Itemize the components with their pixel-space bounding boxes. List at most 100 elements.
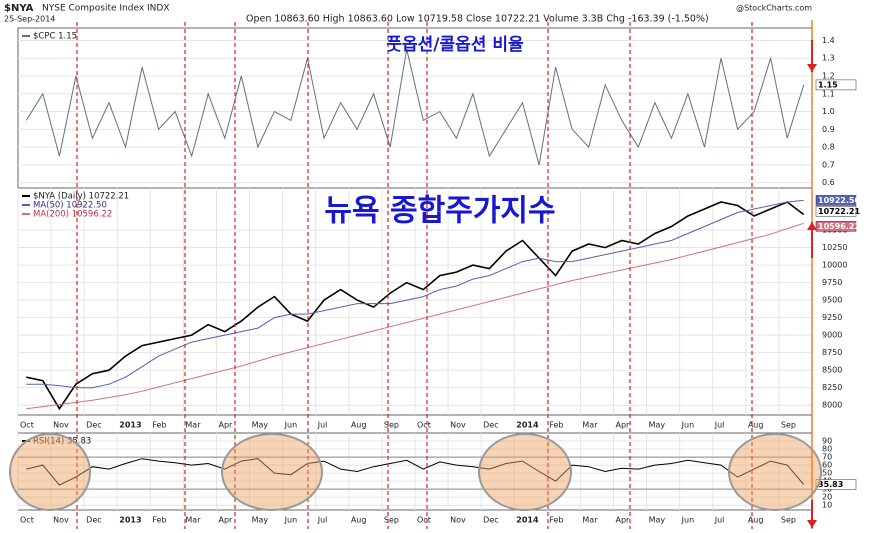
- x-tick-label: 2014: [516, 516, 539, 525]
- y-tick-label: 8000: [822, 401, 842, 410]
- series-line: [26, 458, 805, 486]
- arrow-head: [807, 222, 817, 230]
- x-tick-label: Aug: [748, 516, 764, 525]
- x-tick-label: Feb: [549, 516, 563, 525]
- y-tick-label: 0.6: [822, 178, 835, 187]
- x-tick-label: Jun: [284, 421, 298, 430]
- x-tick-label: Feb: [152, 421, 166, 430]
- legend-entry: MA(50) 10922.50: [33, 201, 107, 211]
- y-tick-label: 60: [822, 461, 832, 470]
- y-tick-label: 70: [822, 453, 832, 462]
- x-tick-label: Dec: [483, 516, 498, 525]
- plots: 0.6 0.7 0.8 0.9 1.0 1.1 1.2 1.3 1.4 $CPC 1.15 1.15…: [17, 27, 860, 525]
- y-tick-label: 90: [822, 437, 832, 446]
- y-tick-label: 8750: [822, 348, 842, 357]
- panel: [17, 27, 813, 189]
- date: 25-Sep-2014: [4, 15, 55, 24]
- x-tick-label: 2013: [119, 516, 141, 525]
- highlight-circle: [728, 433, 822, 511]
- x-tick-label: Oct: [417, 421, 431, 430]
- last-value-label: 10596.22: [818, 222, 860, 231]
- x-tick-label: Mar: [582, 516, 598, 525]
- legend-entry: MA(200) 10596.22: [33, 210, 112, 220]
- x-tick-label: 2014: [516, 421, 539, 430]
- legend-entry: RSI(14) 35.83: [33, 437, 91, 447]
- x-tick-label: Jul: [317, 421, 328, 430]
- last-value-label: 1.15: [818, 80, 838, 89]
- x-tick-label: Aug: [351, 516, 367, 525]
- x-tick-label: Jul: [714, 516, 725, 525]
- y-tick-label: 1.0: [822, 107, 835, 116]
- x-tick-label: Jul: [317, 516, 328, 525]
- x-tick-label: Dec: [483, 421, 498, 430]
- highlight-circle: [9, 433, 91, 511]
- highlight-circle: [221, 433, 323, 511]
- x-tick-label: Apr: [219, 516, 234, 525]
- y-tick-label: 1.4: [822, 36, 835, 45]
- annotation: 뉴욕 종합주가지수: [324, 194, 555, 229]
- x-tick-label: Jun: [681, 421, 695, 430]
- x-tick-label: May: [252, 516, 269, 525]
- y-tick-label: 1.3: [822, 54, 835, 63]
- y-tick-label: 50: [822, 469, 832, 478]
- x-tick-label: 2013: [119, 421, 141, 430]
- x-tick-label: Apr: [616, 421, 631, 430]
- x-tick-label: Sep: [781, 516, 796, 525]
- x-tick-label: Oct: [20, 516, 34, 525]
- highlight-circle: [478, 433, 572, 511]
- legend-entry: $CPC 1.15: [33, 32, 77, 42]
- x-tick-label: Sep: [384, 421, 399, 430]
- series-line: [26, 199, 804, 389]
- last-value-box: [815, 206, 857, 217]
- y-tick-label: 10250: [822, 243, 847, 252]
- y-tick-label: 0.7: [822, 160, 835, 169]
- y-tick-label: 0.8: [822, 143, 835, 152]
- annotation: 풋옵션/콜옵션 비율: [386, 35, 524, 55]
- x-tick-label: May: [649, 516, 666, 525]
- x-tick-label: May: [649, 421, 666, 430]
- source: @StockCharts.com: [736, 4, 812, 13]
- x-tick-label: Apr: [219, 421, 234, 430]
- last-value-box: [815, 195, 857, 206]
- x-tick-label: Mar: [185, 421, 201, 430]
- last-value-label: 35.83: [818, 480, 843, 489]
- x-tick-label: Aug: [748, 421, 764, 430]
- y-tick-label: 9000: [822, 331, 842, 340]
- x-tick-label: Oct: [20, 421, 34, 430]
- y-tick-label: 8500: [822, 366, 842, 375]
- last-value-label: 10922.50: [818, 196, 860, 205]
- overlay: [9, 20, 822, 529]
- y-tick-label: 20: [822, 493, 832, 502]
- series-line: [26, 222, 804, 410]
- x-tick-label: Sep: [781, 421, 796, 430]
- x-tick-label: Jun: [681, 516, 695, 525]
- y-tick-label: 9750: [822, 278, 842, 287]
- x-tick-label: Jul: [714, 421, 725, 430]
- last-value-box: [815, 221, 857, 232]
- last-value-box: [815, 79, 857, 91]
- x-tick-label: Apr: [616, 516, 631, 525]
- x-tick-label: Oct: [417, 516, 431, 525]
- x-tick-label: Nov: [53, 421, 69, 430]
- series-line: [26, 201, 805, 411]
- x-tick-label: May: [252, 421, 269, 430]
- arrow-head: [807, 520, 817, 528]
- series-line: [25, 49, 805, 166]
- y-tick-label: 10: [822, 501, 832, 510]
- index-name: NYSE Composite Index INDX: [42, 4, 170, 14]
- last-value-label: 10722.21: [818, 207, 860, 216]
- y-tick-label: 10000: [822, 261, 847, 270]
- x-tick-label: Mar: [582, 421, 598, 430]
- x-tick-label: Nov: [450, 421, 466, 430]
- x-tick-label: Mar: [185, 516, 201, 525]
- x-tick-label: Aug: [351, 421, 367, 430]
- quote: Open 10863.60 High 10863.60 Low 10719.58…: [246, 14, 709, 25]
- y-tick-label: 9250: [822, 313, 842, 322]
- y-tick-label: 9500: [822, 296, 842, 305]
- y-tick-label: 8250: [822, 383, 842, 392]
- x-tick-label: Nov: [53, 516, 69, 525]
- y-tick-label: 1.1: [822, 89, 835, 98]
- legend-entry: $NYA (Daily) 10722.21: [33, 192, 129, 202]
- y-tick-label: 0.9: [822, 125, 835, 134]
